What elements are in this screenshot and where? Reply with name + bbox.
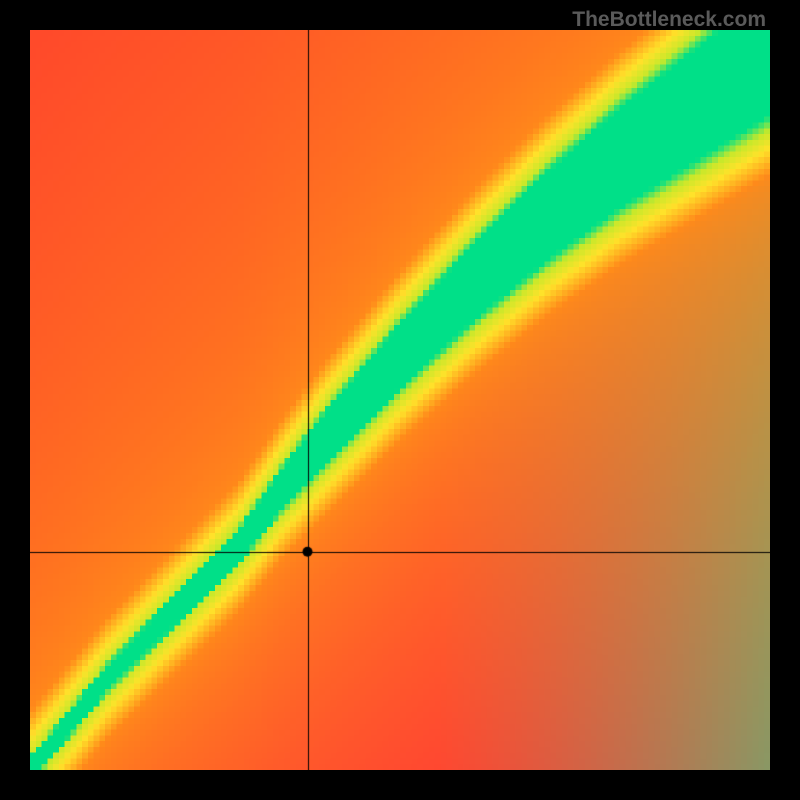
bottleneck-heatmap — [30, 30, 770, 770]
attribution-label: TheBottleneck.com — [572, 8, 766, 32]
chart-container: TheBottleneck.com — [0, 0, 800, 800]
